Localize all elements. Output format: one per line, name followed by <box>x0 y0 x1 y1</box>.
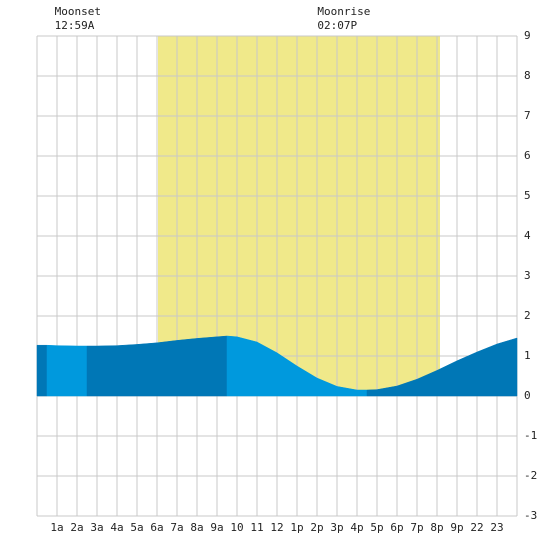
x-tick-label: 6a <box>150 521 163 534</box>
event-label: Moonset <box>55 5 101 18</box>
y-tick-label: 3 <box>524 269 531 282</box>
x-tick-label: 3p <box>330 521 343 534</box>
x-tick-label: 1p <box>290 521 303 534</box>
x-tick-label: 4a <box>110 521 123 534</box>
x-tick-label: 22 <box>470 521 483 534</box>
y-tick-label: 4 <box>524 229 531 242</box>
tide-area <box>366 337 518 397</box>
daylight-band <box>158 36 440 396</box>
x-tick-label: 8a <box>190 521 203 534</box>
x-tick-label: 2a <box>70 521 83 534</box>
event-time: 02:07P <box>317 19 357 32</box>
x-tick-label: 2p <box>310 521 323 534</box>
y-tick-label: -3 <box>524 509 537 522</box>
x-tick-label: 5p <box>370 521 383 534</box>
y-tick-label: -1 <box>524 429 537 442</box>
x-tick-label: 12 <box>270 521 283 534</box>
x-tick-label: 7a <box>170 521 183 534</box>
event-time: 12:59A <box>55 19 95 32</box>
x-tick-label: 6p <box>390 521 403 534</box>
x-tick-label: 4p <box>350 521 363 534</box>
y-tick-label: 2 <box>524 309 531 322</box>
y-tick-label: 0 <box>524 389 531 402</box>
y-tick-label: 9 <box>524 29 531 42</box>
tide-area <box>46 344 88 397</box>
x-tick-label: 5a <box>130 521 143 534</box>
tide-area <box>36 344 48 397</box>
y-tick-label: 5 <box>524 189 531 202</box>
y-tick-label: -2 <box>524 469 537 482</box>
x-tick-label: 11 <box>250 521 263 534</box>
x-tick-label: 10 <box>230 521 243 534</box>
x-tick-label: 7p <box>410 521 423 534</box>
event-label: Moonrise <box>317 5 370 18</box>
y-tick-label: 7 <box>524 109 531 122</box>
x-tick-label: 8p <box>430 521 443 534</box>
y-tick-label: 8 <box>524 69 531 82</box>
y-tick-label: 6 <box>524 149 531 162</box>
x-tick-label: 9a <box>210 521 223 534</box>
y-tick-label: 1 <box>524 349 531 362</box>
x-tick-label: 9p <box>450 521 463 534</box>
x-tick-label: 1a <box>50 521 63 534</box>
x-tick-label: 23 <box>490 521 503 534</box>
x-tick-label: 3a <box>90 521 103 534</box>
